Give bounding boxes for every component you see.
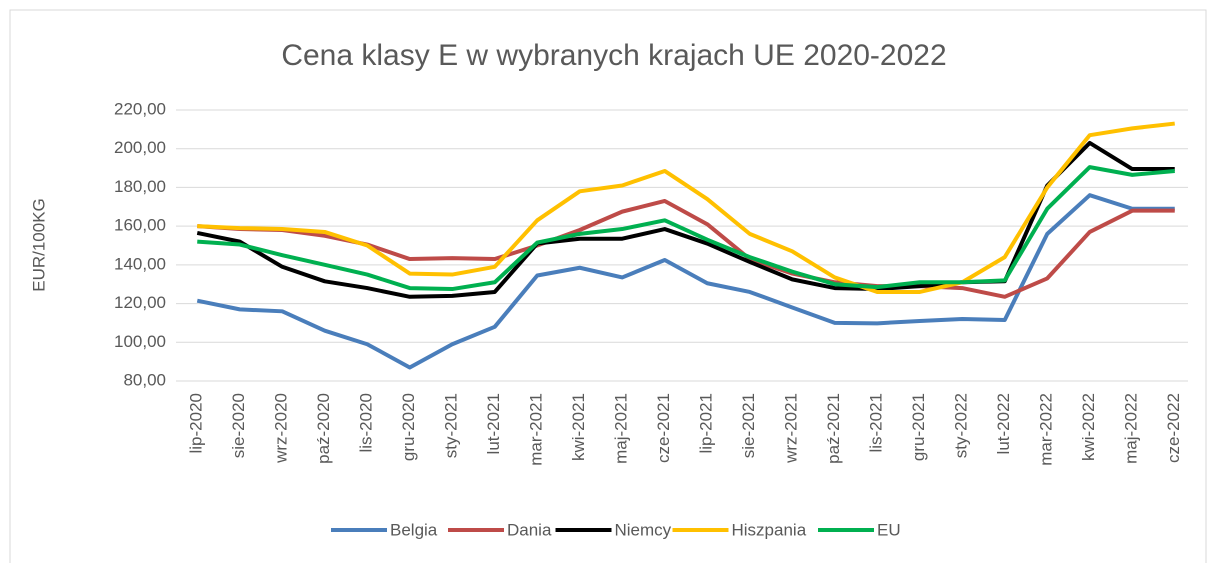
series-line <box>197 165 1175 292</box>
y-tick-label: 80,00 <box>123 370 166 389</box>
x-tick-label: sty-2021 <box>442 393 461 458</box>
x-tick-label: gru-2020 <box>399 393 418 461</box>
series-line <box>197 121 1175 294</box>
x-tick-label: maj-2021 <box>612 393 631 464</box>
legend-label: Niemcy <box>615 520 672 539</box>
x-tick-label: mar-2022 <box>1037 393 1056 466</box>
x-tick-label: gru-2021 <box>909 393 928 461</box>
y-tick-label: 120,00 <box>114 293 166 312</box>
x-tick-label: sie-2020 <box>229 393 248 458</box>
x-tick-label: lip-2021 <box>697 393 716 454</box>
y-axis-label: EUR/100KG <box>29 198 48 292</box>
x-tick-label: lip-2020 <box>187 393 206 454</box>
x-tick-label: cze-2022 <box>1164 393 1183 463</box>
x-tick-label: lis-2020 <box>357 393 376 453</box>
y-tick-label: 180,00 <box>114 177 166 196</box>
x-tick-label: maj-2022 <box>1122 393 1141 464</box>
x-tick-label: paź-2021 <box>824 393 843 464</box>
x-tick-label: lis-2021 <box>867 393 886 453</box>
x-tick-label: sty-2022 <box>952 393 971 458</box>
x-tick-label: wrz-2020 <box>272 393 291 464</box>
x-tick-label: wrz-2021 <box>782 393 801 464</box>
series-line <box>196 193 1175 370</box>
x-tick-label: kwi-2022 <box>1079 393 1098 461</box>
x-tick-label: mar-2021 <box>527 393 546 466</box>
legend-label: EU <box>877 520 901 539</box>
y-tick-label: 200,00 <box>114 138 166 157</box>
y-tick-label: 100,00 <box>114 332 166 351</box>
x-tick-label: lut-2021 <box>484 393 503 454</box>
legend-label: Dania <box>507 520 552 539</box>
y-tick-label: 160,00 <box>114 216 166 235</box>
y-tick-label: 140,00 <box>114 254 166 273</box>
legend-label: Belgia <box>390 520 438 539</box>
x-tick-label: lut-2022 <box>994 393 1013 454</box>
x-tick-label: kwi-2021 <box>569 393 588 461</box>
chart-border <box>9 9 1207 563</box>
y-tick-label: 220,00 <box>114 99 166 118</box>
x-tick-label: cze-2021 <box>654 393 673 463</box>
legend-label: Hiszpania <box>732 520 807 539</box>
x-tick-label: paź-2020 <box>314 393 333 464</box>
chart-title: Cena klasy E w wybranych krajach UE 2020… <box>281 39 946 72</box>
x-tick-label: sie-2021 <box>739 393 758 458</box>
